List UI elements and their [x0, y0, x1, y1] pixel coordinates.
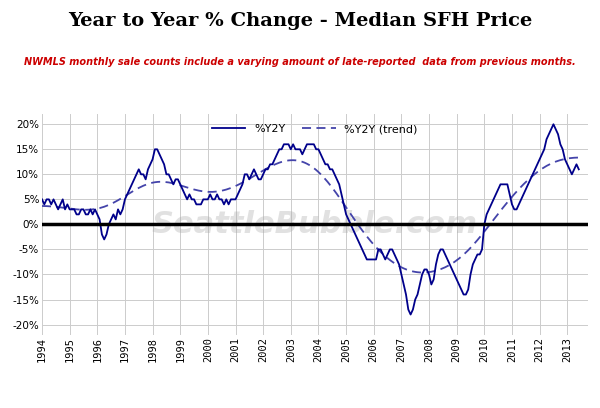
%Y2Y (trend) [38, 204, 46, 208]
%Y2Y (trend) [73, 207, 80, 212]
Line: %Y2Y: %Y2Y [42, 124, 579, 315]
%Y2Y [195, 202, 202, 207]
%Y2Y (trend) [552, 159, 559, 164]
%Y2Y [550, 122, 557, 127]
%Y2Y (trend) [575, 155, 583, 160]
%Y2Y (trend) [241, 179, 248, 184]
%Y2Y [73, 212, 80, 217]
%Y2Y (trend) [382, 254, 389, 259]
%Y2Y [382, 257, 389, 262]
%Y2Y [38, 197, 46, 202]
Text: SeattleBubble.com: SeattleBubble.com [152, 210, 478, 239]
%Y2Y [575, 167, 583, 172]
%Y2Y (trend) [419, 270, 426, 275]
%Y2Y (trend) [548, 161, 555, 166]
%Y2Y [241, 172, 248, 177]
Text: NWMLS monthly sale counts include a varying amount of late-reported  data from p: NWMLS monthly sale counts include a vary… [24, 57, 576, 67]
Text: Year to Year % Change - Median SFH Price: Year to Year % Change - Median SFH Price [68, 12, 532, 30]
Legend: %Y2Y, %Y2Y (trend): %Y2Y, %Y2Y (trend) [208, 120, 422, 139]
%Y2Y [548, 127, 555, 132]
%Y2Y (trend) [195, 188, 202, 193]
%Y2Y [554, 132, 562, 137]
Line: %Y2Y (trend): %Y2Y (trend) [42, 157, 579, 273]
%Y2Y [407, 312, 414, 317]
